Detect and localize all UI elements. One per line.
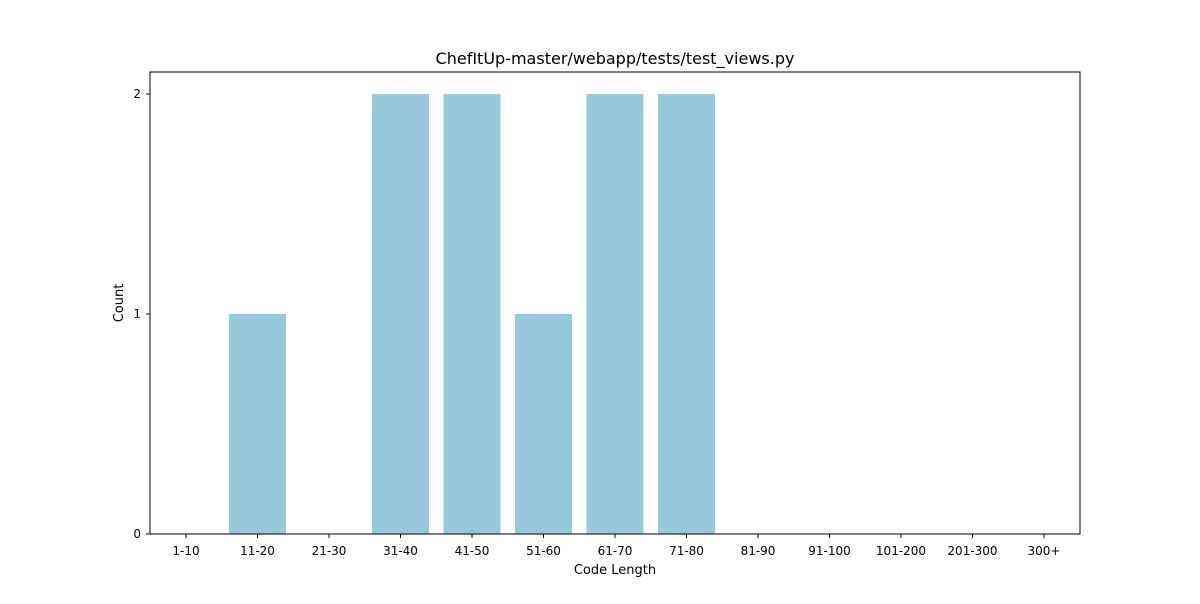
- y-tick-label: 2: [133, 87, 141, 101]
- x-tick-label: 201-300: [947, 544, 997, 558]
- bar-71-80: [658, 94, 715, 534]
- x-tick-label: 71-80: [669, 544, 704, 558]
- x-tick-label: 21-30: [312, 544, 347, 558]
- x-tick-label: 51-60: [526, 544, 561, 558]
- bar-61-70: [586, 94, 644, 534]
- x-tick-label: 11-20: [240, 544, 275, 558]
- bar-31-40: [372, 94, 429, 534]
- x-tick-label: 81-90: [741, 544, 776, 558]
- bar-41-50: [443, 94, 501, 534]
- x-tick-label: 101-200: [876, 544, 926, 558]
- x-tick-label: 41-50: [455, 544, 490, 558]
- x-tick-label: 91-100: [808, 544, 851, 558]
- plot-frame: [149, 71, 1081, 535]
- y-tick-label: 0: [133, 527, 141, 541]
- y-axis-ticks: 0 1 2: [133, 87, 150, 541]
- x-tick-label: 300+: [1028, 544, 1061, 558]
- bar-11-20: [229, 314, 286, 534]
- x-tick-label: 1-10: [172, 544, 199, 558]
- x-axis-label: Code Length: [574, 563, 656, 578]
- chart-title: ChefItUp-master/webapp/tests/test_views.…: [436, 49, 795, 69]
- bars-group: [229, 94, 715, 534]
- bar-51-60: [515, 314, 572, 534]
- x-tick-label: 31-40: [383, 544, 418, 558]
- y-tick-label: 1: [133, 307, 141, 321]
- x-axis-ticks: 1-10 11-20 21-30 31-40 41-50 51-60 61-70 71-80 8…: [172, 534, 1060, 558]
- x-tick-label: 61-70: [598, 544, 633, 558]
- y-axis-label: Count: [112, 284, 127, 323]
